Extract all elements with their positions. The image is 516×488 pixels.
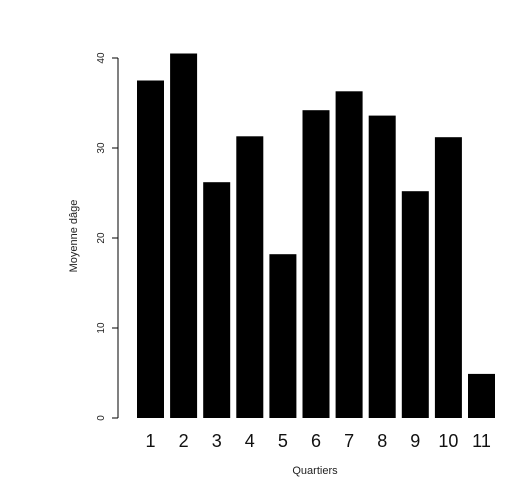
x-tick-labels: 1 2 3 4 5 6 7 8 9 10 11 [145, 431, 490, 451]
x-tick-label: 5 [278, 431, 288, 451]
y-axis-label: Moyenne dâge [68, 200, 80, 273]
bar [368, 115, 396, 418]
bar [401, 191, 429, 418]
bar [335, 91, 363, 419]
x-tick-label: 1 [145, 431, 155, 451]
bar [236, 136, 264, 419]
y-axis: 0 10 20 30 40 [96, 52, 119, 421]
y-tick-label: 30 [96, 142, 107, 154]
x-tick-label: 9 [410, 431, 420, 451]
bar [302, 110, 330, 418]
y-tick-label: 10 [96, 322, 107, 334]
bar [170, 53, 198, 418]
bar [269, 254, 297, 418]
bar [434, 137, 462, 418]
y-tick-label: 20 [96, 232, 107, 244]
y-tick-label: 0 [96, 415, 107, 421]
bar [468, 373, 495, 418]
x-tick-label: 10 [438, 431, 458, 451]
x-axis-label: Quartiers [292, 465, 338, 477]
bar [203, 182, 231, 418]
bars-group [137, 53, 495, 419]
x-tick-label: 2 [179, 431, 189, 451]
bar [137, 80, 164, 418]
x-tick-label: 4 [245, 431, 255, 451]
x-tick-label: 3 [212, 431, 222, 451]
x-tick-label: 7 [344, 431, 354, 451]
x-tick-label: 6 [311, 431, 321, 451]
x-tick-label: 8 [377, 431, 387, 451]
x-tick-label: 11 [472, 431, 491, 451]
y-tick-label: 40 [96, 52, 107, 64]
